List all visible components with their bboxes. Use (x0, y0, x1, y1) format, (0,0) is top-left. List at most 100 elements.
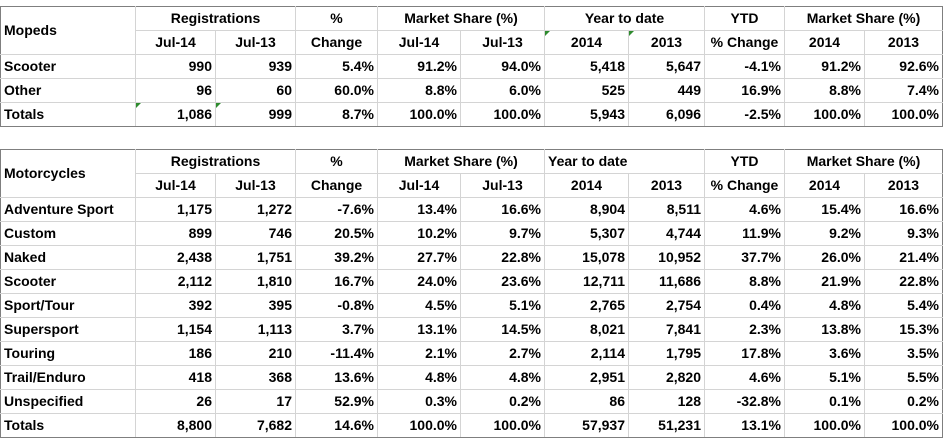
cell-value: 13.6% (295, 365, 378, 390)
cell-value: 16.9% (704, 78, 785, 103)
cell-value: 2.3% (704, 317, 785, 342)
cell-value: 990 (135, 54, 216, 79)
cell-value: 16.6% (864, 197, 943, 222)
cell-value: 11.9% (704, 221, 785, 246)
cell-value: 5.1% (784, 365, 865, 390)
col-header: Jul-14 (135, 173, 216, 198)
cell-value: 2,438 (135, 245, 216, 270)
pct-header: % (295, 149, 378, 174)
cell-value: 16.6% (460, 197, 545, 222)
row-label: Naked (0, 245, 136, 270)
cell-value: 8.8% (377, 78, 461, 103)
col-header: Jul-13 (215, 30, 296, 55)
row-label: Touring (0, 341, 136, 366)
cell-value: 6,096 (628, 102, 705, 127)
cell-value: 8,904 (544, 197, 629, 222)
cell-value: 1,272 (215, 197, 296, 222)
cell-value: 2,951 (544, 365, 629, 390)
cell-value: 5.4% (864, 293, 943, 318)
cell-value: 4.8% (784, 293, 865, 318)
row-label: Supersport (0, 317, 136, 342)
col-header: Jul-13 (215, 173, 296, 198)
cell-value: 0.1% (784, 389, 865, 414)
cell-value: 1,086 (135, 102, 216, 127)
cell-value: 2,114 (544, 341, 629, 366)
cell-value: -4.1% (704, 54, 785, 79)
cell-value: 4.8% (460, 365, 545, 390)
cell-value: 5.5% (864, 365, 943, 390)
col-header: Jul-14 (135, 30, 216, 55)
col-header: 2014 (784, 30, 865, 55)
cell-value: 9.3% (864, 221, 943, 246)
cell-value: 100.0% (784, 413, 865, 438)
cell-value: 39.2% (295, 245, 378, 270)
cell-value: 100.0% (784, 102, 865, 127)
col-header: 2013 (864, 173, 943, 198)
table-row: Naked 2,438 1,751 39.2% 27.7% 22.8% 15,078 10,9… (0, 245, 943, 270)
cell-value: 13.8% (784, 317, 865, 342)
cell-value: 17.8% (704, 341, 785, 366)
cell-value: 26.0% (784, 245, 865, 270)
registrations-header: Registrations (135, 6, 296, 31)
row-label: Scooter (0, 54, 136, 79)
col-header: Jul-14 (377, 30, 461, 55)
cell-value: 37.7% (704, 245, 785, 270)
cell-value: 22.8% (864, 269, 943, 294)
table-row: Scooter 990 939 5.4% 91.2% 94.0% 5,418 5,647 -4.… (0, 54, 943, 79)
cell-value: -7.6% (295, 197, 378, 222)
cell-value: 60.0% (295, 78, 378, 103)
pct-header: % (295, 6, 378, 31)
table-row: Trail/Enduro 418 368 13.6% 4.8% 4.8% 2,951 2,82… (0, 365, 943, 390)
cell-value: 0.2% (460, 389, 545, 414)
market-share-header: Market Share (%) (377, 6, 545, 31)
cell-value: 449 (628, 78, 705, 103)
ytd-market-share-header: Market Share (%) (784, 6, 943, 31)
cell-value: 13.1% (377, 317, 461, 342)
cell-value: 15.3% (864, 317, 943, 342)
cell-value: 999 (215, 102, 296, 127)
cell-value: 186 (135, 341, 216, 366)
cell-value: 21.4% (864, 245, 943, 270)
row-label: Totals (0, 413, 136, 438)
cell-value: 1,751 (215, 245, 296, 270)
cell-value: 6.0% (460, 78, 545, 103)
cell-value: 52.9% (295, 389, 378, 414)
cell-value: 5,647 (628, 54, 705, 79)
cell-value: 525 (544, 78, 629, 103)
table-row: Custom 899 746 20.5% 10.2% 9.7% 5,307 4,744 11.9… (0, 221, 943, 246)
totals-row: Totals 8,800 7,682 14.6% 100.0% 100.0% 57,937 5… (0, 413, 943, 438)
cell-value: 746 (215, 221, 296, 246)
cell-value: 5,307 (544, 221, 629, 246)
cell-value: 15,078 (544, 245, 629, 270)
cell-value: 0.2% (864, 389, 943, 414)
cell-value: 7,841 (628, 317, 705, 342)
motorcycles-rows: Adventure Sport 1,175 1,272 -7.6% 13.4% 16.6%… (0, 197, 943, 438)
cell-value: 22.8% (460, 245, 545, 270)
cell-value: 21.9% (784, 269, 865, 294)
cell-value: -32.8% (704, 389, 785, 414)
cell-value: 128 (628, 389, 705, 414)
ytd-pct-header: YTD (704, 149, 785, 174)
col-header: 2014 (544, 173, 629, 198)
cell-value: 12,711 (544, 269, 629, 294)
cell-value: 4.6% (704, 197, 785, 222)
cell-value: 5.1% (460, 293, 545, 318)
cell-value: 27.7% (377, 245, 461, 270)
cell-value: 20.5% (295, 221, 378, 246)
motorcycles-table: Motorcycles Registrations % Market Share… (0, 149, 943, 438)
cell-value: 100.0% (864, 102, 943, 127)
col-header: Change (295, 30, 378, 55)
cell-value: 94.0% (460, 54, 545, 79)
cell-value: 3.5% (864, 341, 943, 366)
cell-value: 96 (135, 78, 216, 103)
cell-value: 0.3% (377, 389, 461, 414)
cell-value: 899 (135, 221, 216, 246)
cell-value: 1,154 (135, 317, 216, 342)
cell-value: 9.7% (460, 221, 545, 246)
cell-value: 8.8% (784, 78, 865, 103)
cell-value: 17 (215, 389, 296, 414)
cell-value: 100.0% (377, 102, 461, 127)
row-label: Other (0, 78, 136, 103)
cell-value: 2,754 (628, 293, 705, 318)
col-header: 2013 (628, 30, 705, 55)
